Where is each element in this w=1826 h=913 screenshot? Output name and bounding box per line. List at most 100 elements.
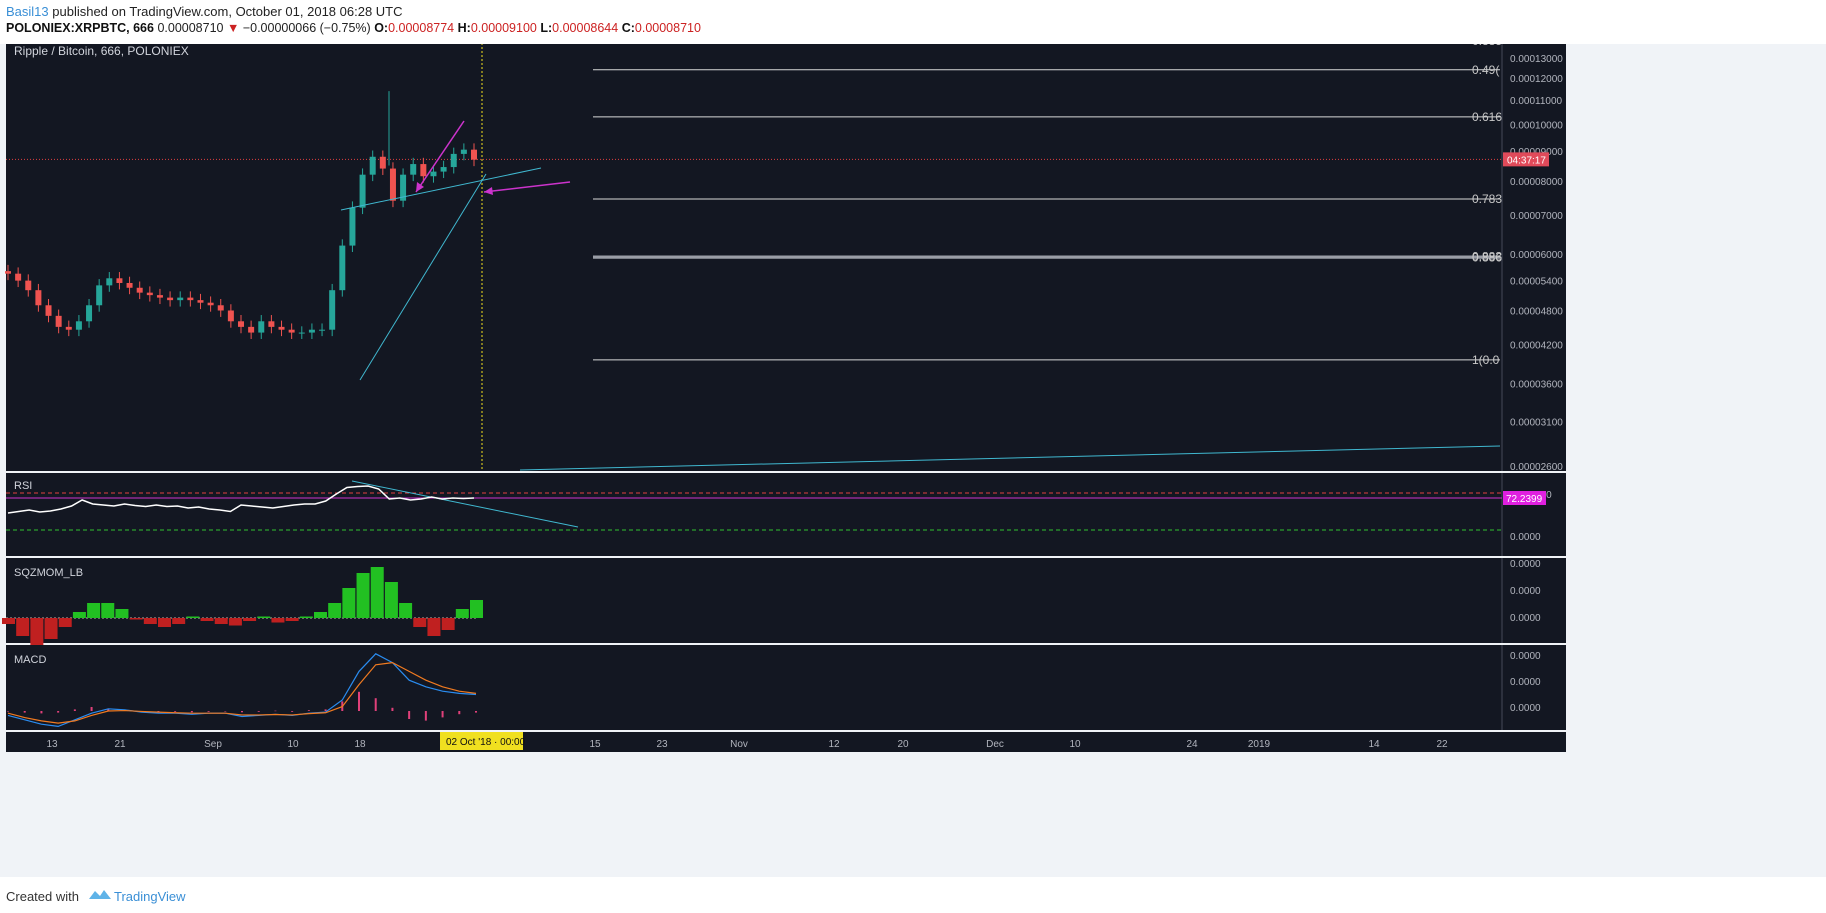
candle-body [136, 287, 143, 293]
momentum-bar [30, 618, 44, 645]
candle-body [106, 278, 113, 286]
pane-background [6, 645, 1502, 730]
candle-body [116, 278, 123, 283]
macd-histogram-bar [7, 711, 9, 712]
candle-body [15, 273, 22, 281]
time-tick-label: 13 [46, 739, 58, 750]
fib-level-label: 0.886 [1472, 251, 1502, 265]
arrow-annotation [483, 181, 571, 193]
sqzmom-tick-label: 0.0000 [1510, 613, 1541, 624]
candle-body [207, 302, 214, 306]
momentum-bar [441, 618, 455, 630]
macd-histogram-bar [374, 698, 377, 711]
rsi-value-label: 72.2399 [1506, 494, 1543, 505]
time-tick-label: 18 [354, 739, 366, 750]
price-axis-background [1502, 558, 1566, 643]
chart-area[interactable]: 0.00014000 0.00013000 0.00012000 0.00011000… [0, 34, 1826, 877]
fib-level-label: 0.385 [1472, 44, 1502, 48]
candle-body [238, 321, 244, 327]
high-label: H: [457, 21, 471, 35]
candle-body [96, 285, 103, 306]
time-tick-label: 23 [656, 739, 668, 750]
macd-histogram-bar [358, 691, 360, 711]
momentum-bar [101, 603, 115, 618]
pane-background [6, 473, 1502, 556]
tradingview-logo-icon[interactable] [88, 885, 112, 903]
macd-histogram-bar [190, 711, 193, 713]
time-tick-label: 12 [828, 739, 840, 750]
macd-histogram-bar [441, 711, 444, 718]
candle-body [217, 305, 224, 311]
candle-body [319, 329, 326, 331]
price-timer-badge [1503, 152, 1549, 167]
momentum-bar [399, 603, 413, 618]
change-arrow: ▼ [226, 21, 240, 35]
candle-body [430, 171, 437, 177]
momentum-bar [158, 618, 171, 627]
pane-background [6, 39, 1502, 471]
fib-level-label: 0.49( [1472, 63, 1499, 77]
candle-body [25, 280, 32, 291]
rsi-tick-label: 0.0000 [1510, 532, 1541, 543]
candle-body [400, 174, 407, 201]
arrow-annotation [415, 120, 465, 193]
arrow-head [416, 182, 424, 192]
chart-svg[interactable]: 0.00014000 0.00013000 0.00012000 0.00011000… [0, 34, 1826, 877]
momentum-bar [413, 618, 427, 627]
candle-body [298, 332, 305, 334]
candle-body [126, 282, 133, 288]
candle-body [156, 295, 163, 298]
time-tick-label: 14 [1368, 739, 1380, 750]
trendline-resistance [340, 167, 542, 211]
macd-histogram-bar [324, 709, 327, 711]
macd-histogram-bar [157, 711, 160, 712]
momentum-bar [427, 618, 441, 636]
macd-histogram-bar [57, 711, 60, 713]
time-tick-label: Dec [986, 739, 1004, 750]
momentum-bar [115, 609, 129, 618]
close-value: 0.00008710 [634, 21, 701, 35]
change-value: −0.00000066 (−0.75%) [242, 21, 371, 35]
momentum-bar [129, 618, 143, 620]
low-label: L: [540, 21, 553, 35]
time-tick-label: 15 [589, 739, 601, 750]
macd-histogram-bar [174, 711, 177, 712]
candle-body [420, 164, 427, 177]
macd-histogram-bar [291, 711, 294, 712]
open-value: 0.00008774 [388, 21, 455, 35]
time-tick-label: 24 [1186, 739, 1198, 750]
momentum-bar [58, 618, 72, 627]
fib-level-label: 0.883 [1472, 249, 1502, 263]
high-value: 0.00009100 [470, 21, 537, 35]
price-axis-background [1502, 645, 1566, 730]
time-tick-label: Nov [730, 739, 748, 750]
momentum-bar [384, 582, 398, 618]
momentum-bar [271, 618, 285, 623]
publish-line: Basil13 published on TradingView.com, Oc… [6, 4, 403, 19]
momentum-bar [214, 618, 228, 624]
candle-body [146, 292, 153, 296]
rsi-pane-title: RSI [14, 480, 32, 492]
candle-body [369, 156, 376, 175]
arrow-head [484, 187, 493, 195]
momentum-bar [356, 573, 370, 618]
price-tick-label: 0.00014000 [1510, 44, 1563, 46]
tradingview-link[interactable]: TradingView [114, 889, 186, 904]
candle-body [359, 174, 366, 208]
candle-body [379, 156, 386, 169]
momentum-bar [470, 600, 483, 618]
candle-body [227, 310, 234, 322]
candle-body [460, 149, 467, 154]
candle-body [329, 290, 336, 330]
price-timer-label: 04:37:17 [1507, 155, 1546, 166]
candle-body [177, 297, 184, 301]
candle-body [339, 245, 346, 291]
candle-body [75, 321, 82, 330]
price-axis-background [1502, 39, 1566, 471]
macd-pane-title: MACD [14, 654, 46, 666]
author-link[interactable]: Basil13 [6, 4, 49, 19]
candle-body [248, 326, 255, 333]
main-chart-title: Ripple / Bitcoin, 666, POLONIEX [14, 44, 189, 58]
rsi-value-badge [1503, 491, 1546, 505]
candle-body [55, 315, 62, 327]
